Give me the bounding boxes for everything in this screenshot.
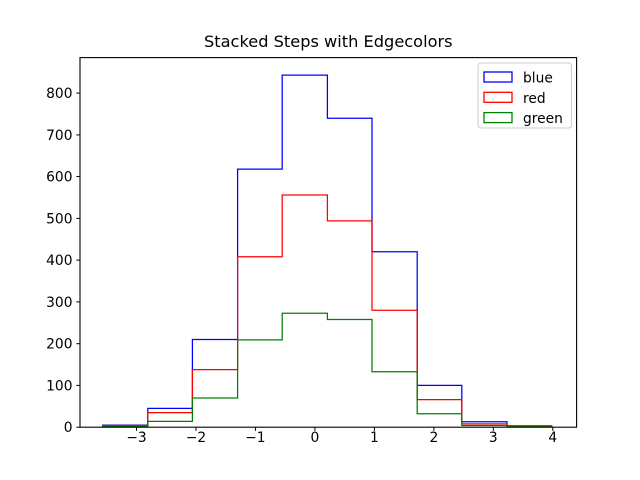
- x-tick-label: 2: [430, 430, 439, 446]
- x-tick-label: 1: [370, 430, 379, 446]
- y-tick-label: 0: [64, 420, 73, 436]
- legend-label-green: green: [523, 111, 563, 127]
- legend-swatch-blue: [483, 71, 513, 83]
- y-tick-label: 700: [46, 128, 72, 144]
- legend-label-red: red: [523, 91, 546, 107]
- x-tick-label: −1: [245, 430, 265, 446]
- x-axis-ticks: −3 −2 −1 0 1 2 3 4: [126, 427, 557, 446]
- y-tick-label: 800: [46, 86, 72, 102]
- plot-frame: [79, 57, 578, 428]
- y-tick-label: 400: [46, 253, 72, 269]
- series-blue-step-line: [101, 74, 553, 428]
- x-tick-label: 4: [548, 430, 557, 446]
- x-tick-label: 3: [489, 430, 498, 446]
- y-tick-label: 100: [46, 378, 72, 394]
- x-tick-label: −3: [126, 430, 146, 446]
- y-tick-label: 300: [46, 295, 72, 311]
- x-tick-label: −2: [186, 430, 206, 446]
- y-tick-label: 600: [46, 170, 72, 186]
- legend-swatch-green: [483, 111, 513, 124]
- series-green-step-line: [101, 312, 553, 428]
- x-tick-label: 0: [311, 430, 320, 446]
- legend-swatch-red: [483, 91, 513, 103]
- series-layer: [101, 74, 553, 428]
- chart-title: Stacked Steps with Edgecolors: [204, 32, 453, 51]
- series-red-step-line: [101, 194, 553, 428]
- y-tick-label: 500: [46, 211, 72, 227]
- y-axis-ticks: 0 100 200 300 400 500 600 700 800: [46, 86, 80, 436]
- legend: blue red green: [477, 62, 572, 129]
- y-tick-label: 200: [46, 337, 72, 353]
- legend-label-blue: blue: [523, 71, 553, 87]
